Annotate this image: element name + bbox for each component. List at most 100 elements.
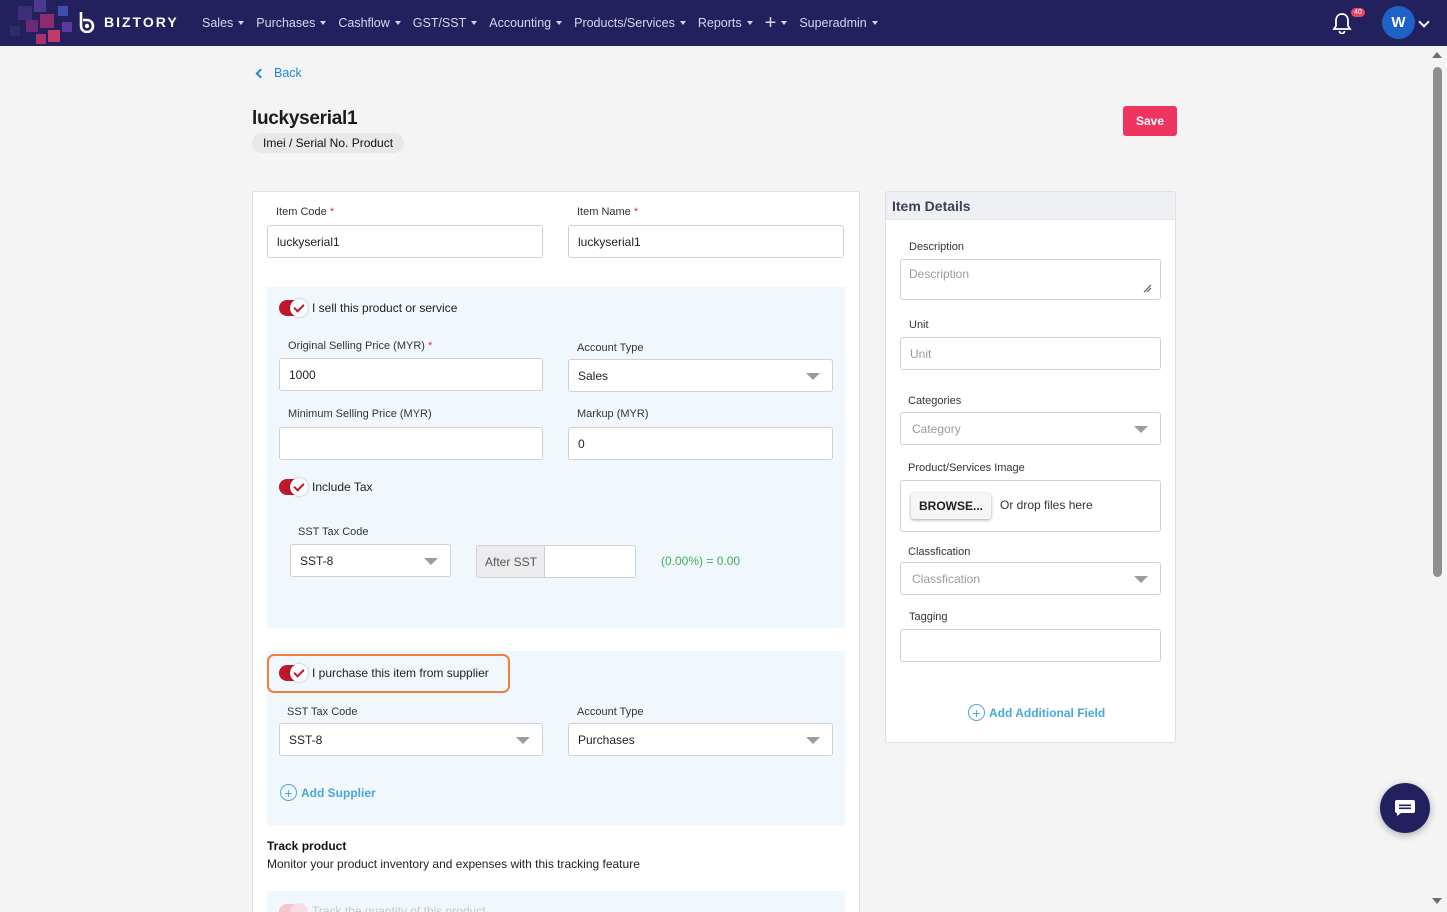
tagging-input[interactable] — [900, 629, 1161, 662]
chevron-left-icon — [255, 68, 266, 79]
caret-down-icon — [320, 21, 327, 25]
chat-icon — [1395, 800, 1415, 816]
avatar[interactable]: W — [1382, 6, 1415, 39]
brand-name: BIZTORY — [104, 14, 179, 30]
purchase-account-type-select[interactable]: Purchases — [568, 723, 833, 756]
caret-down-icon — [556, 21, 563, 25]
brand-logo[interactable]: BIZTORY — [78, 11, 179, 33]
purchase-sst-code-select[interactable]: SST-8 — [279, 723, 543, 756]
purchase-account-type-label: Account Type — [577, 706, 644, 718]
classification-label: Classfication — [908, 546, 971, 558]
image-upload-dropzone[interactable]: BROWSE... Or drop files here — [900, 480, 1161, 532]
sell-toggle[interactable] — [279, 299, 308, 317]
dropdown-arrow-icon — [806, 373, 820, 380]
item-name-input[interactable]: luckyserial1 — [568, 225, 844, 258]
caret-down-icon — [871, 21, 878, 25]
original-price-input[interactable]: 1000 — [279, 358, 543, 391]
item-code-label: Item Code * — [276, 206, 335, 218]
dropdown-arrow-icon — [806, 737, 820, 744]
nav-reports[interactable]: Reports — [698, 16, 753, 30]
add-supplier-button[interactable]: + Add Supplier — [280, 784, 376, 801]
nav-superadmin[interactable]: Superadmin — [799, 16, 878, 30]
purchase-toggle-highlight — [267, 654, 510, 693]
nav-quick-add[interactable]: + — [765, 13, 788, 33]
add-circle-icon: + — [968, 704, 985, 721]
add-circle-icon: + — [280, 784, 297, 801]
item-code-input[interactable]: luckyserial1 — [267, 225, 543, 258]
unit-input[interactable]: Unit — [900, 337, 1161, 370]
sell-account-type-label: Account Type — [577, 342, 644, 354]
item-details-title: Item Details — [886, 192, 1175, 220]
toggle-knob — [290, 903, 308, 912]
page-title: luckyserial1 — [252, 108, 358, 129]
categories-label: Categories — [908, 395, 962, 407]
image-label: Product/Services Image — [908, 462, 1025, 474]
caret-down-icon — [746, 21, 753, 25]
main-nav: Sales Purchases Cashflow GST/SST Account… — [202, 0, 890, 46]
sell-toggle-label: I sell this product or service — [312, 301, 458, 315]
categories-select[interactable]: Category — [900, 412, 1161, 445]
unit-label: Unit — [909, 319, 929, 331]
after-sst-input[interactable] — [544, 545, 636, 578]
nav-purchases[interactable]: Purchases — [256, 16, 327, 30]
dropdown-arrow-icon — [516, 737, 530, 744]
save-button[interactable]: Save — [1123, 106, 1177, 136]
markup-label: Markup (MYR) — [577, 408, 649, 420]
original-price-label: Original Selling Price (MYR) * — [288, 340, 433, 352]
track-section: Track the quantity of this product — [267, 891, 845, 912]
plus-icon: + — [764, 12, 777, 34]
tagging-label: Tagging — [909, 611, 948, 623]
scroll-down-arrow-icon[interactable] — [1432, 898, 1442, 904]
dropdown-arrow-icon — [1134, 576, 1148, 583]
track-quantity-toggle[interactable] — [279, 903, 308, 912]
drop-files-text: Or drop files here — [1000, 498, 1093, 512]
check-icon — [290, 478, 308, 496]
add-additional-field-button[interactable]: + Add Additional Field — [968, 704, 1105, 721]
min-price-input[interactable] — [279, 427, 543, 460]
track-product-title: Track product — [267, 839, 347, 853]
sell-account-type-select[interactable]: Sales — [568, 359, 833, 392]
include-tax-label: Include Tax — [312, 480, 373, 494]
after-sst-addon: After SST — [476, 545, 547, 578]
dropdown-arrow-icon — [424, 558, 438, 565]
purchase-toggle-label: I purchase this item from supplier — [312, 666, 489, 680]
chevron-down-icon[interactable] — [1418, 16, 1430, 28]
caret-down-icon — [781, 21, 788, 25]
purchase-sst-code-label: SST Tax Code — [287, 706, 358, 718]
include-tax-toggle[interactable] — [279, 478, 308, 496]
browse-button[interactable]: BROWSE... — [911, 493, 991, 519]
chat-widget-button[interactable] — [1380, 783, 1430, 833]
scroll-up-arrow-icon[interactable] — [1432, 52, 1442, 58]
check-icon — [290, 664, 308, 682]
biztory-logo-icon — [79, 12, 95, 33]
check-icon — [290, 299, 308, 317]
logo-pattern — [0, 0, 80, 46]
nav-accounting[interactable]: Accounting — [489, 16, 563, 30]
nav-gst-sst[interactable]: GST/SST — [413, 16, 478, 30]
notification-badge: 40 — [1351, 8, 1365, 17]
sell-sst-code-select[interactable]: SST-8 — [290, 544, 451, 577]
item-name-label: Item Name * — [577, 206, 639, 218]
purchase-toggle[interactable] — [279, 664, 308, 682]
caret-down-icon — [471, 21, 478, 25]
scrollbar-thumb[interactable] — [1433, 67, 1442, 577]
description-textarea[interactable]: Description — [900, 259, 1161, 300]
min-price-label: Minimum Selling Price (MYR) — [288, 408, 432, 420]
tax-calculation: (0.00%) = 0.00 — [661, 554, 741, 568]
markup-input[interactable]: 0 — [568, 427, 833, 460]
caret-down-icon — [679, 21, 686, 25]
nav-sales[interactable]: Sales — [202, 16, 245, 30]
classification-select[interactable]: Classfication — [900, 562, 1161, 595]
caret-down-icon — [238, 21, 245, 25]
top-navbar: BIZTORY Sales Purchases Cashflow GST/SST… — [0, 0, 1447, 46]
resize-handle-icon[interactable] — [1143, 284, 1152, 293]
description-label: Description — [909, 241, 965, 253]
track-product-description: Monitor your product inventory and expen… — [267, 857, 640, 871]
nav-products-services[interactable]: Products/Services — [574, 16, 686, 30]
product-type-badge: Imei / Serial No. Product — [252, 133, 405, 153]
nav-cashflow[interactable]: Cashflow — [338, 16, 401, 30]
back-link[interactable]: Back — [255, 66, 302, 80]
sell-sst-code-label: SST Tax Code — [298, 526, 369, 538]
caret-down-icon — [394, 21, 401, 25]
bell-icon[interactable] — [1332, 12, 1352, 34]
